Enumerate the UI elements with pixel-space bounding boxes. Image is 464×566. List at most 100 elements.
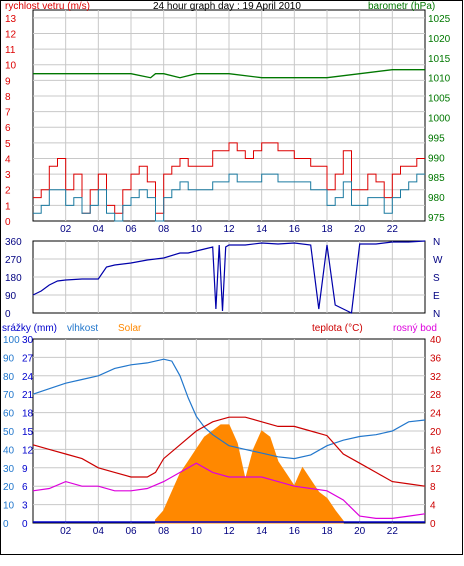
x-tick-label: 16: [289, 224, 301, 235]
wind-tick-label: 11: [5, 45, 16, 56]
pressure-tick-label: 1025: [428, 14, 451, 25]
rain-tick-label: 30: [22, 335, 34, 346]
wind-tick-label: 4: [5, 154, 11, 165]
rain-tick-label: 9: [22, 464, 28, 475]
x-tick-label: 20: [354, 526, 366, 537]
direction-left-axis: 0 90 180 270 360: [5, 237, 22, 320]
humidity-tick-label: 30: [3, 464, 15, 475]
temperature-right-axis: 0 4 8 12 16 20 24 28 32 36 40: [430, 335, 442, 530]
compass-tick-label: W: [433, 255, 443, 266]
x-tick-label: 14: [256, 224, 268, 235]
pressure-tick-label: 980: [428, 193, 445, 204]
x-tick-label: 08: [158, 224, 170, 235]
temperature-tick-label: 8: [430, 482, 436, 493]
rain-tick-label: 18: [22, 409, 34, 420]
x-tick-label: 08: [158, 526, 170, 537]
rain-left-axis: 0 3 6 9 12 15 18 21 24 27 30: [22, 335, 34, 530]
chart-title: 24 hour graph day : 19 April 2010: [153, 1, 301, 12]
legend-solar: Solar: [118, 323, 142, 334]
humidity-tick-label: 80: [3, 372, 15, 383]
compass-tick-label: N: [433, 309, 440, 320]
legend-rain: srážky (mm): [2, 323, 57, 334]
direction-tick-label: 90: [5, 291, 17, 302]
x-tick-label: 06: [125, 526, 137, 537]
rain-tick-label: 24: [22, 372, 34, 383]
series-wind-direction: [32, 240, 426, 314]
wind-series: [33, 69, 425, 222]
humidity-tick-label: 60: [3, 409, 15, 420]
series-wind-gust: [33, 142, 425, 214]
x-tick-label: 18: [321, 526, 333, 537]
wind-tick-label: 12: [5, 29, 17, 40]
weather-x-axis: 02 04 06 08 10 12 14 16 18 20 22: [60, 526, 398, 537]
temperature-tick-label: 36: [430, 353, 442, 364]
temperature-tick-label: 12: [430, 464, 442, 475]
rain-tick-label: 0: [22, 519, 28, 530]
humidity-tick-label: 40: [3, 445, 15, 456]
x-tick-label: 14: [256, 526, 268, 537]
humidity-tick-label: 10: [3, 501, 15, 512]
humidity-tick-label: 20: [3, 482, 15, 493]
x-tick-label: 22: [387, 224, 399, 235]
direction-tick-label: 360: [5, 237, 22, 248]
temperature-tick-label: 28: [430, 390, 442, 401]
temperature-tick-label: 4: [430, 501, 436, 512]
temperature-tick-label: 24: [430, 409, 442, 420]
x-tick-label: 10: [191, 224, 203, 235]
legend-temperature: teplota (°C): [312, 323, 363, 334]
series-temperature: [32, 416, 426, 487]
pressure-tick-label: 990: [428, 153, 445, 164]
wind-tick-label: 0: [5, 217, 11, 228]
wind-tick-label: 10: [5, 61, 17, 72]
direction-grid: [33, 241, 425, 313]
direction-tick-label: 180: [5, 273, 22, 284]
x-tick-label: 16: [289, 526, 301, 537]
x-tick-label: 04: [93, 526, 105, 537]
legend-humidity: vlhkost: [67, 323, 98, 334]
humidity-left-axis: 0 10 20 30 40 50 60 70 80 90 100: [3, 335, 20, 530]
pressure-right-axis: 975 980 985 990 995 1000 1005 1010 1015 1020 1025: [428, 14, 451, 224]
x-tick-label: 12: [223, 224, 235, 235]
series-solar-area: [155, 424, 344, 524]
wind-x-axis: 02 04 06 08 10 12 14 16 18 20 22: [60, 224, 398, 235]
rain-tick-label: 15: [22, 427, 34, 438]
temperature-tick-label: 16: [430, 445, 442, 456]
series-barometer: [33, 69, 425, 79]
wind-tick-label: 9: [5, 76, 11, 87]
wind-tick-label: 7: [5, 108, 11, 119]
x-tick-label: 06: [125, 224, 137, 235]
temperature-tick-label: 20: [430, 427, 442, 438]
pressure-tick-label: 985: [428, 173, 445, 184]
direction-tick-label: 270: [5, 255, 22, 266]
pressure-tick-label: 995: [428, 133, 445, 144]
x-tick-label: 22: [387, 526, 399, 537]
pressure-tick-label: 1005: [428, 94, 451, 105]
x-tick-label: 02: [60, 224, 72, 235]
temperature-tick-label: 40: [430, 335, 442, 346]
x-tick-label: 04: [93, 224, 105, 235]
pressure-tick-label: 1020: [428, 34, 451, 45]
wind-tick-label: 5: [5, 139, 11, 150]
x-tick-label: 20: [354, 224, 366, 235]
x-tick-label: 18: [321, 224, 333, 235]
x-tick-label: 02: [60, 526, 72, 537]
direction-series: [32, 240, 426, 314]
humidity-tick-label: 90: [3, 353, 15, 364]
pressure-axis-title: barometr (hPa): [368, 1, 435, 12]
humidity-tick-label: 100: [3, 335, 20, 346]
pressure-tick-label: 1000: [428, 113, 451, 124]
humidity-tick-label: 70: [3, 390, 15, 401]
wind-tick-label: 1: [5, 201, 11, 212]
legend-dew-point: rosný bod: [393, 323, 437, 334]
pressure-tick-label: 1015: [428, 54, 451, 65]
pressure-tick-label: 975: [428, 213, 445, 224]
pressure-tick-label: 1010: [428, 74, 451, 85]
compass-tick-label: S: [433, 273, 440, 284]
temperature-tick-label: 32: [430, 372, 442, 383]
rain-tick-label: 12: [22, 445, 34, 456]
